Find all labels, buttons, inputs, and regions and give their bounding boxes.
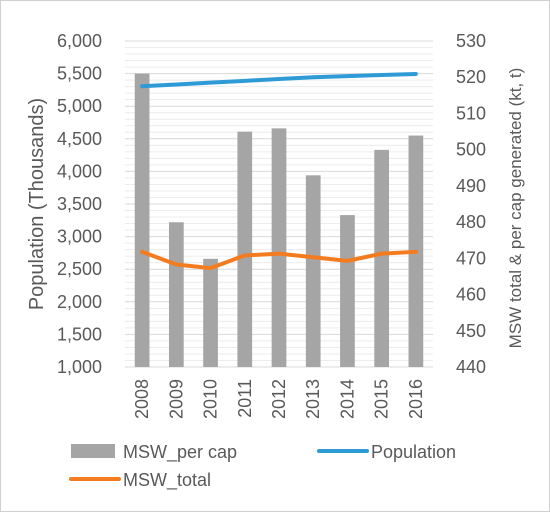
left-axis-ticks: 1,000 1,500 2,000 2,500 3,000 3,500 4,000 4,500… [57,31,102,377]
legend-label: Population [371,442,456,462]
x-axis-ticks: 2008 2009 2010 2011 2012 2013 2014 2015 2016 [132,379,426,419]
left-tick-label: 1,000 [57,357,102,377]
left-tick-label: 2,500 [57,259,102,279]
x-tick-label: 2015 [372,379,392,419]
left-tick-label: 5,500 [57,64,102,84]
bar-series [134,73,424,367]
left-tick-label: 3,500 [57,194,102,214]
line-series [140,71,418,271]
right-axis-title: MSW total & per cap generated (kt, t) [506,68,525,349]
left-tick-label: 4,500 [57,129,102,149]
right-tick-label: 480 [456,212,486,232]
x-tick-label: 2016 [406,379,426,419]
right-tick-label: 530 [456,31,486,51]
x-tick-label: 2014 [337,379,357,419]
left-tick-label: 1,500 [57,324,102,344]
x-tick-label: 2012 [269,379,289,419]
left-axis-title: Population (Thousands) [26,98,48,310]
x-tick-label: 2011 [235,379,255,418]
bar [374,149,390,367]
right-tick-label: 470 [456,248,486,268]
bar [203,258,218,367]
x-tick-label: 2010 [201,379,221,419]
right-tick-label: 500 [456,140,486,160]
x-tick-label: 2013 [303,379,323,419]
right-tick-label: 520 [456,67,486,87]
series-line [140,249,418,271]
bar [271,128,287,367]
right-tick-label: 450 [456,321,486,341]
bar [340,215,355,367]
bar [134,73,150,367]
legend: MSW_per cap Population MSW_total [69,442,456,491]
left-tick-label: 6,000 [57,31,102,51]
left-tick-label: 2,000 [57,292,102,312]
legend-swatch [71,444,115,458]
series-line [140,71,418,89]
right-tick-label: 440 [456,357,486,377]
bar [305,175,321,367]
legend-label: MSW_total [123,470,211,491]
right-tick-label: 460 [456,285,486,305]
legend-label: MSW_per cap [123,442,237,463]
right-axis-ticks: 440 450 460 470 480 490 500 510 520 530 [456,31,486,377]
right-tick-label: 490 [456,176,486,196]
bar [168,222,184,367]
bar [237,131,253,367]
right-tick-label: 510 [456,103,486,123]
left-tick-label: 3,000 [57,227,102,247]
left-tick-label: 5,000 [57,96,102,116]
x-tick-label: 2008 [132,379,152,419]
left-tick-label: 4,000 [57,161,102,181]
x-tick-label: 2009 [166,379,186,419]
